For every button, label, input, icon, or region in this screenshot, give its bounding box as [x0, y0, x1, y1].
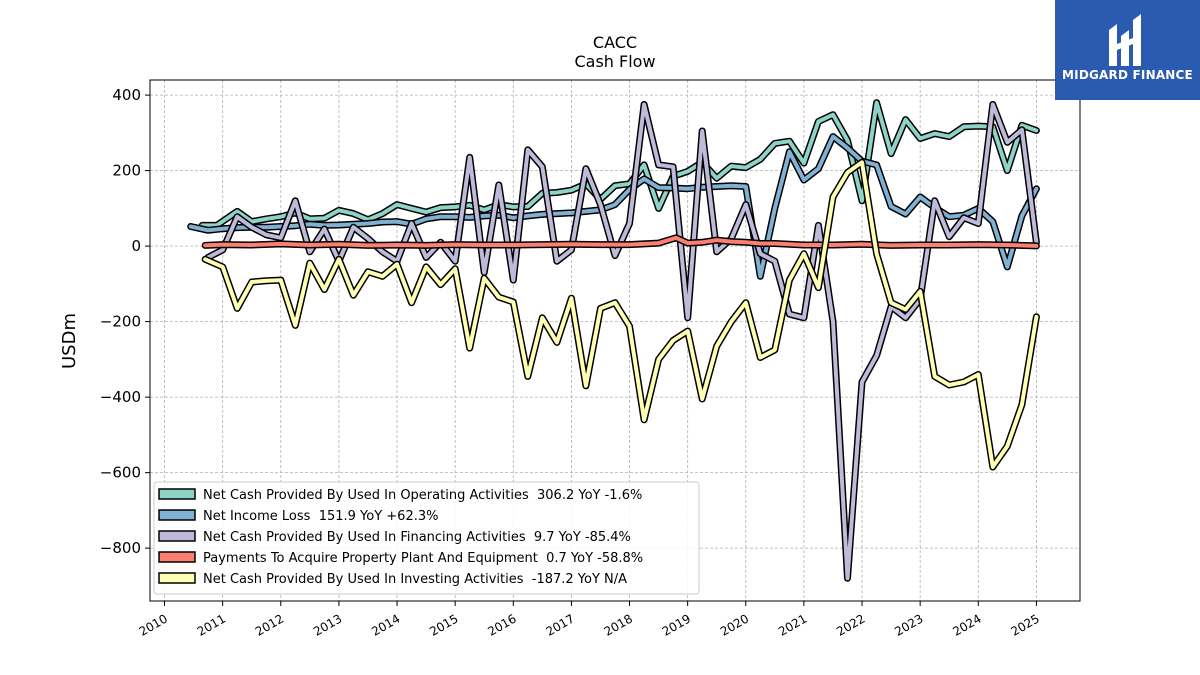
midgard-logo-icon	[1109, 14, 1141, 66]
x-tick-label: 2019	[660, 611, 693, 638]
y-tick-label: −400	[100, 388, 141, 406]
legend-label: Net Cash Provided By Used In Financing A…	[203, 530, 631, 545]
x-tick-label: 2018	[602, 611, 635, 638]
legend-label: Net Income Loss 151.9 YoY +62.3%	[203, 509, 438, 524]
x-tick-label: 2013	[311, 611, 344, 638]
x-tick-label: 2024	[950, 611, 983, 638]
legend-swatch	[158, 530, 196, 542]
x-tick-label: 2020	[718, 611, 751, 638]
series-line	[188, 134, 1039, 279]
series-lines	[187, 99, 1040, 582]
legend-swatch	[158, 551, 196, 563]
plot-frame	[149, 79, 1081, 602]
x-tick-label: 2016	[485, 611, 518, 638]
legend-label: Net Cash Provided By Used In Investing A…	[203, 572, 627, 587]
y-tick-label: −800	[100, 539, 141, 557]
series-2	[187, 133, 1040, 280]
series-line	[200, 100, 1039, 228]
x-tick-label: 2010	[137, 611, 170, 638]
y-tick-label: −600	[100, 464, 141, 482]
series-line	[203, 160, 1039, 469]
x-tick-label: 2021	[776, 611, 809, 638]
series-1	[198, 99, 1040, 229]
series-5	[201, 158, 1040, 471]
legend-swatch	[158, 488, 196, 500]
legend-label: Payments To Acquire Property Plant And E…	[203, 551, 643, 566]
legend: Net Cash Provided By Used In Operating A…	[153, 481, 700, 595]
x-tick-label: 2015	[427, 611, 460, 638]
y-tick-label: 400	[112, 86, 141, 104]
y-tick-label: 0	[131, 237, 141, 255]
x-tick-label: 2014	[369, 611, 402, 638]
legend-swatch	[158, 509, 196, 521]
y-axis-label: USDm	[59, 313, 80, 369]
x-tick-label: 2017	[543, 611, 576, 638]
chart-subtitle: Cash Flow	[574, 52, 655, 71]
y-tick-label: 200	[112, 162, 141, 180]
x-tick-label: 2012	[253, 611, 286, 638]
legend-box	[153, 481, 700, 595]
x-tick-label: 2025	[1008, 611, 1041, 638]
y-tick-label: −200	[100, 313, 141, 331]
logo-text: MIDGARD FINANCE	[1062, 68, 1193, 82]
legend-swatch	[158, 572, 196, 584]
chart-title: CACC	[593, 33, 637, 52]
midgard-finance-logo: MIDGARD FINANCE	[1055, 0, 1200, 100]
x-tick-label: 2023	[892, 611, 925, 638]
x-tick-label: 2011	[195, 611, 228, 638]
legend-label: Net Cash Provided By Used In Operating A…	[203, 488, 642, 503]
x-tick-label: 2022	[834, 611, 867, 638]
